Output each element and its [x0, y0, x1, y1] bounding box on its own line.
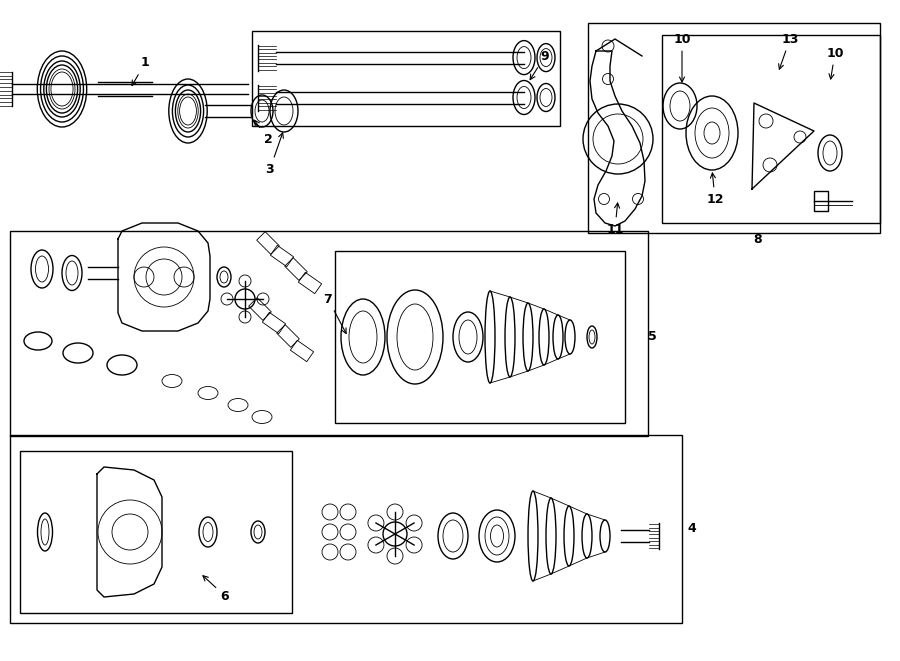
Bar: [20, 451, 292, 613]
Text: 10: 10: [673, 32, 691, 82]
Text: 12: 12: [706, 173, 724, 206]
Text: 11: 11: [607, 203, 624, 235]
Bar: [291, 340, 313, 362]
Text: 10: 10: [826, 46, 844, 79]
Text: 2: 2: [255, 120, 273, 145]
Text: 5: 5: [648, 330, 656, 344]
Text: 6: 6: [203, 576, 230, 602]
Text: 8: 8: [753, 233, 762, 245]
Bar: [588, 23, 880, 233]
Text: 9: 9: [530, 50, 549, 79]
Bar: [263, 313, 285, 334]
Bar: [248, 297, 271, 321]
Text: 3: 3: [266, 133, 284, 176]
Bar: [252, 31, 560, 126]
Text: 7: 7: [324, 293, 346, 333]
Bar: [10, 435, 682, 623]
Bar: [335, 251, 625, 423]
Bar: [284, 258, 307, 280]
Bar: [10, 231, 648, 436]
Bar: [299, 272, 321, 293]
Bar: [276, 325, 300, 347]
Bar: [662, 35, 880, 223]
Bar: [814, 191, 828, 211]
Text: 4: 4: [688, 522, 697, 535]
Bar: [256, 232, 279, 254]
Bar: [270, 245, 293, 266]
Text: 13: 13: [778, 32, 798, 69]
Text: 1: 1: [132, 56, 149, 85]
